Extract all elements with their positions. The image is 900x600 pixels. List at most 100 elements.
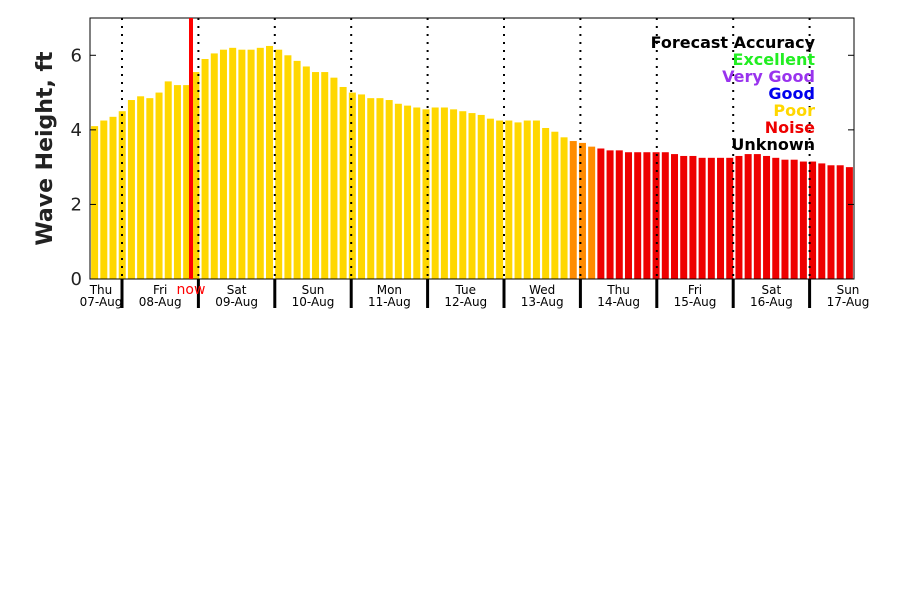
wave-bar (661, 152, 669, 279)
wave-bar (413, 107, 421, 280)
wave-bar (671, 154, 679, 279)
wave-bar (302, 66, 310, 279)
wave-bar (229, 47, 237, 279)
wave-bar (496, 120, 504, 279)
y-tick-label: 4 (71, 120, 82, 141)
day-date-label: 11-Aug (368, 295, 411, 309)
wave-bar (726, 157, 734, 279)
wave-bar (394, 103, 402, 279)
wave-bar (431, 107, 439, 280)
wave-bar (450, 109, 458, 279)
wave-bar (146, 98, 154, 279)
wave-bar (109, 116, 117, 279)
wave-bar (137, 96, 145, 279)
wave-bar (127, 100, 135, 279)
wave-bar (845, 167, 853, 279)
wave-bar (753, 154, 761, 279)
wave-bar (91, 126, 99, 279)
wave-bar (459, 111, 467, 280)
x-axis: Thu07-AugFri08-AugSat09-AugSun10-AugMon1… (80, 279, 870, 309)
day-weekday-label: Wed (529, 283, 555, 297)
wave-bar (486, 118, 494, 279)
wave-bar (201, 59, 209, 280)
now-label: now (177, 282, 206, 298)
wave-bar (238, 49, 246, 279)
wave-bar (404, 105, 412, 280)
wave-bar (440, 107, 448, 280)
wave-bar (155, 92, 163, 279)
wave-bar (790, 159, 798, 279)
wave-bar (763, 155, 771, 279)
wave-bar (505, 120, 513, 279)
wave-bar (569, 141, 577, 279)
wave-bar (781, 159, 789, 279)
legend-item: Noise (765, 118, 815, 137)
day-weekday-label: Tue (455, 283, 477, 297)
wave-bar (542, 127, 550, 280)
day-weekday-label: Thu (606, 283, 630, 297)
wave-bar (624, 152, 632, 279)
wave-bar (422, 109, 430, 279)
wave-bar (827, 165, 835, 279)
day-grid (121, 18, 811, 279)
day-weekday-label: Sun (837, 283, 860, 297)
day-date-label: 15-Aug (674, 295, 717, 309)
wave-bar (183, 85, 191, 279)
wave-bar (551, 131, 559, 279)
day-weekday-label: Fri (688, 283, 702, 297)
wave-bar (312, 72, 320, 279)
day-weekday-label: Sat (227, 283, 247, 297)
wave-bar (192, 72, 200, 279)
wave-bar (744, 154, 752, 279)
wave-bar (275, 49, 283, 279)
wave-bar (321, 72, 329, 279)
wave-bar (634, 152, 642, 279)
wave-bar (367, 98, 375, 279)
y-tick-label: 0 (71, 269, 82, 290)
wave-bar (615, 150, 623, 279)
day-date-label: 07-Aug (80, 295, 123, 309)
wave-bar (468, 113, 476, 279)
wave-bar (514, 122, 522, 280)
wave-bar (809, 161, 817, 279)
wave-bar (717, 157, 725, 279)
legend-title: Forecast Accuracy (651, 33, 816, 52)
wave-bar (385, 100, 393, 279)
wave-bar (588, 146, 596, 279)
wave-bar (376, 98, 384, 279)
day-date-label: 17-Aug (827, 295, 870, 309)
wave-bar (339, 86, 347, 279)
wave-bar (680, 155, 688, 279)
legend-item: Excellent (733, 50, 816, 69)
wave-bar (578, 142, 586, 279)
wave-bar (523, 120, 531, 279)
bar-group (91, 45, 853, 280)
plot-frame (89, 17, 855, 280)
y-tick-label: 2 (71, 194, 82, 215)
y-axis: 0 2 4 6 (71, 45, 854, 290)
wave-bar (698, 157, 706, 279)
wave-bar (293, 60, 301, 279)
wave-bar (100, 120, 108, 279)
wave-bar (735, 155, 743, 279)
wave-bar (247, 49, 255, 279)
legend-item: Unknown (731, 135, 815, 154)
day-date-label: 13-Aug (521, 295, 564, 309)
wave-bar (219, 49, 227, 279)
wave-bar (266, 45, 273, 280)
day-date-label: 16-Aug (750, 295, 793, 309)
day-weekday-label: Mon (377, 283, 402, 297)
wave-bar (818, 163, 826, 279)
wave-bar (836, 165, 844, 279)
day-date-label: 14-Aug (597, 295, 640, 309)
wave-bar (173, 85, 181, 279)
legend-item: Very Good (722, 67, 815, 86)
wave-bar (689, 155, 697, 279)
wave-bar (330, 77, 338, 279)
wave-bar (643, 152, 651, 279)
wave-bar (164, 81, 172, 279)
day-date-label: 09-Aug (215, 295, 258, 309)
wave-bar (256, 47, 264, 279)
